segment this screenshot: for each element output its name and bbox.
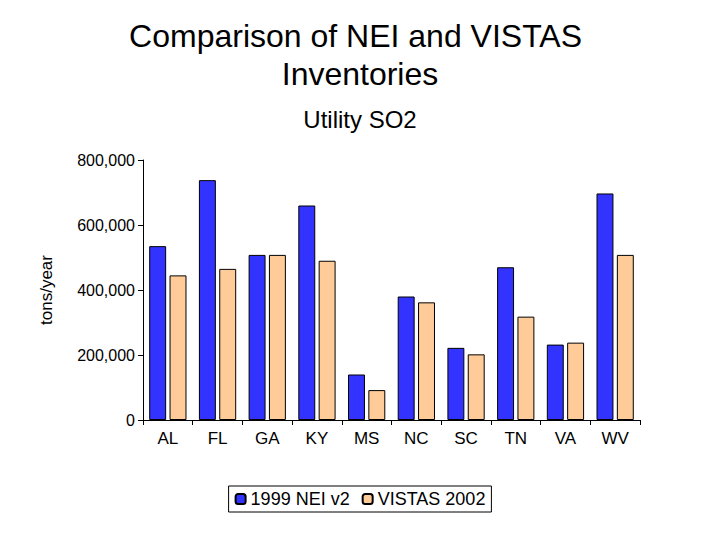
svg-text:NC: NC	[404, 429, 429, 448]
svg-text:1999 NEI v2: 1999 NEI v2	[251, 489, 350, 509]
svg-text:GA: GA	[255, 429, 280, 448]
svg-text:TN: TN	[504, 429, 527, 448]
svg-text:MS: MS	[354, 429, 380, 448]
svg-text:400,000: 400,000	[77, 282, 135, 299]
svg-text:FL: FL	[208, 429, 228, 448]
svg-text:800,000: 800,000	[77, 152, 135, 169]
svg-text:SC: SC	[454, 429, 478, 448]
svg-text:VISTAS 2002: VISTAS 2002	[378, 489, 486, 509]
svg-text:WV: WV	[601, 429, 629, 448]
svg-text:AL: AL	[157, 429, 178, 448]
svg-text:Utility SO2: Utility SO2	[303, 106, 416, 133]
svg-text:0: 0	[126, 412, 135, 429]
svg-text:200,000: 200,000	[77, 347, 135, 364]
svg-text:Inventories: Inventories	[282, 56, 439, 92]
svg-text:Comparison of NEI and VISTAS: Comparison of NEI and VISTAS	[129, 18, 591, 54]
svg-text:VA: VA	[555, 429, 577, 448]
svg-text:600,000: 600,000	[77, 217, 135, 234]
svg-text:tons/year: tons/year	[37, 255, 56, 325]
svg-text:KY: KY	[306, 429, 329, 448]
